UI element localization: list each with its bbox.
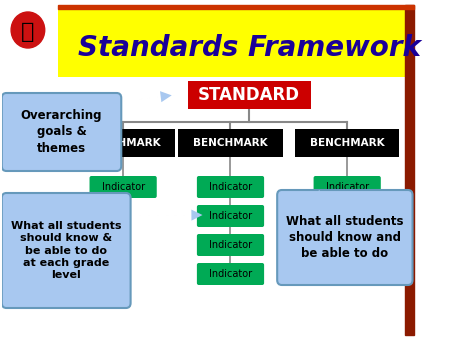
Text: Standards Framework: Standards Framework bbox=[78, 34, 421, 62]
FancyBboxPatch shape bbox=[2, 193, 130, 308]
FancyBboxPatch shape bbox=[197, 234, 264, 256]
Text: Overarching
goals &
themes: Overarching goals & themes bbox=[21, 110, 102, 154]
Text: BENCHMARK: BENCHMARK bbox=[193, 138, 268, 148]
FancyBboxPatch shape bbox=[197, 205, 264, 227]
Text: What all students
should know &
be able to do
at each grade
level: What all students should know & be able … bbox=[11, 221, 122, 280]
Bar bbox=[58, 5, 414, 9]
Text: Indicator: Indicator bbox=[102, 182, 145, 192]
FancyBboxPatch shape bbox=[197, 176, 264, 198]
Polygon shape bbox=[84, 215, 205, 216]
FancyBboxPatch shape bbox=[277, 190, 413, 285]
Bar bbox=[405, 5, 414, 335]
Text: 🍎: 🍎 bbox=[21, 22, 35, 42]
FancyBboxPatch shape bbox=[71, 129, 176, 157]
FancyBboxPatch shape bbox=[2, 93, 121, 171]
Polygon shape bbox=[84, 95, 175, 106]
FancyBboxPatch shape bbox=[58, 5, 414, 77]
Text: BENCHMARK: BENCHMARK bbox=[310, 138, 384, 148]
FancyBboxPatch shape bbox=[188, 81, 311, 109]
Text: Indicator: Indicator bbox=[209, 240, 252, 250]
FancyBboxPatch shape bbox=[197, 263, 264, 285]
Text: Indicator: Indicator bbox=[209, 211, 252, 221]
Text: BENCHMARK: BENCHMARK bbox=[86, 138, 161, 148]
Circle shape bbox=[7, 6, 49, 50]
FancyBboxPatch shape bbox=[314, 176, 381, 198]
Text: Indicator: Indicator bbox=[209, 269, 252, 279]
Text: Indicator: Indicator bbox=[209, 182, 252, 192]
FancyBboxPatch shape bbox=[90, 176, 157, 198]
Circle shape bbox=[11, 12, 45, 48]
Text: Indicator: Indicator bbox=[326, 182, 369, 192]
FancyBboxPatch shape bbox=[178, 129, 283, 157]
Text: What all students
should know and
be able to do: What all students should know and be abl… bbox=[286, 215, 404, 260]
FancyBboxPatch shape bbox=[295, 129, 400, 157]
Text: STANDARD: STANDARD bbox=[198, 86, 300, 104]
